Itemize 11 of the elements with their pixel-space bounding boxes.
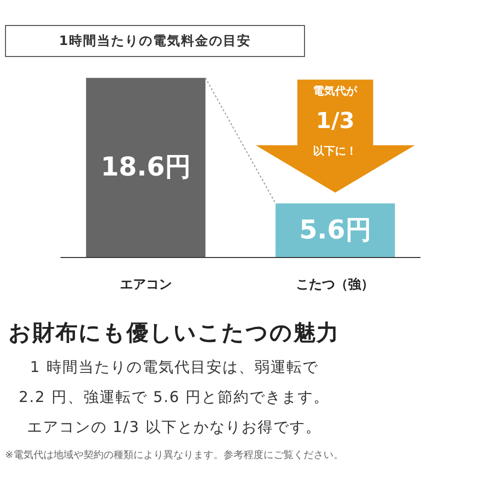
text: 1 時間当たりの電気代目安は、弱運転で xyxy=(29,357,320,378)
text: お財布にも優しいこたつの魅力 xyxy=(8,320,341,348)
data-label: 18.6円 xyxy=(100,152,191,183)
text: エアコンの 1/3 以下とかなりお得です。 xyxy=(26,417,323,438)
x-tick-label: こたつ（強） xyxy=(296,276,374,292)
x-tick-label: エアコン xyxy=(120,278,172,292)
data-label: 5.6円 xyxy=(299,215,372,246)
text: ※電気代は地域や契約の種類により異なります。参考程度にご覧ください。 xyxy=(5,448,344,462)
annotation: 電気代が 1/3 以下に！ xyxy=(313,84,358,158)
text: 2.2 円、強運転で 5.6 円と節約できます。 xyxy=(18,387,331,408)
chart-title: 1時間当たりの電気料金の目安 xyxy=(5,25,305,57)
